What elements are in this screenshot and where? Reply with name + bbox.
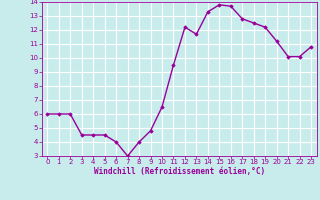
X-axis label: Windchill (Refroidissement éolien,°C): Windchill (Refroidissement éolien,°C) (94, 167, 265, 176)
